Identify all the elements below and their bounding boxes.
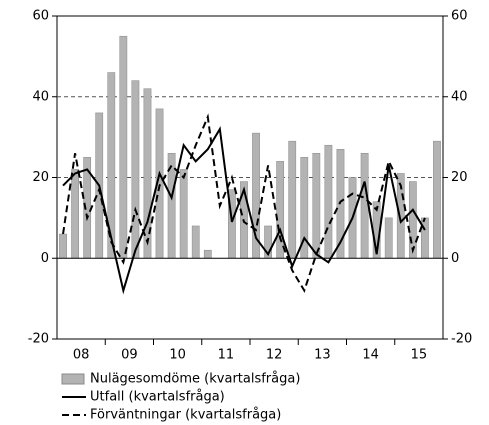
x-tick-label: 14 bbox=[362, 348, 379, 363]
y2-tick-label: 60 bbox=[451, 9, 468, 24]
y2-tick-label: 20 bbox=[451, 170, 468, 185]
bar bbox=[191, 225, 200, 259]
y-tick-label: -20 bbox=[28, 332, 49, 347]
y-tick-label: 0 bbox=[41, 251, 49, 266]
x-tick-label: 08 bbox=[73, 348, 90, 363]
bar bbox=[119, 35, 128, 259]
x-tick-label: 11 bbox=[218, 348, 235, 363]
y2-tick-label: -20 bbox=[451, 332, 472, 347]
x-tick-label: 13 bbox=[314, 348, 331, 363]
bar bbox=[131, 80, 140, 259]
line bbox=[62, 126, 426, 295]
bar bbox=[384, 217, 393, 259]
bar bbox=[288, 140, 297, 259]
bar bbox=[360, 153, 369, 259]
y-tick-label: 60 bbox=[32, 9, 49, 24]
bar bbox=[408, 181, 417, 259]
legend-label: Nulägesomdöme (kvartalsfråga) bbox=[90, 372, 300, 387]
legend-swatch bbox=[61, 373, 85, 385]
x-tick-label: 09 bbox=[121, 348, 138, 363]
bar bbox=[179, 169, 188, 259]
x-tick-label: 12 bbox=[266, 348, 283, 363]
y-tick-label: 40 bbox=[32, 89, 49, 104]
bar bbox=[71, 169, 79, 259]
legend-label: Förväntningar (kvartalsfråga) bbox=[90, 408, 281, 423]
bar bbox=[312, 153, 321, 259]
legend-label: Utfall (kvartalsfråga) bbox=[90, 390, 225, 405]
line bbox=[62, 113, 426, 293]
y2-tick-label: 0 bbox=[451, 251, 459, 266]
bar bbox=[59, 233, 67, 259]
x-tick-label: 15 bbox=[411, 348, 428, 363]
y-tick-label: 20 bbox=[32, 170, 49, 185]
x-tick-label: 10 bbox=[169, 348, 186, 363]
bar bbox=[203, 249, 212, 259]
bar bbox=[433, 140, 441, 259]
bar bbox=[324, 144, 333, 259]
bar bbox=[276, 161, 285, 259]
y2-tick-label: 40 bbox=[451, 89, 468, 104]
